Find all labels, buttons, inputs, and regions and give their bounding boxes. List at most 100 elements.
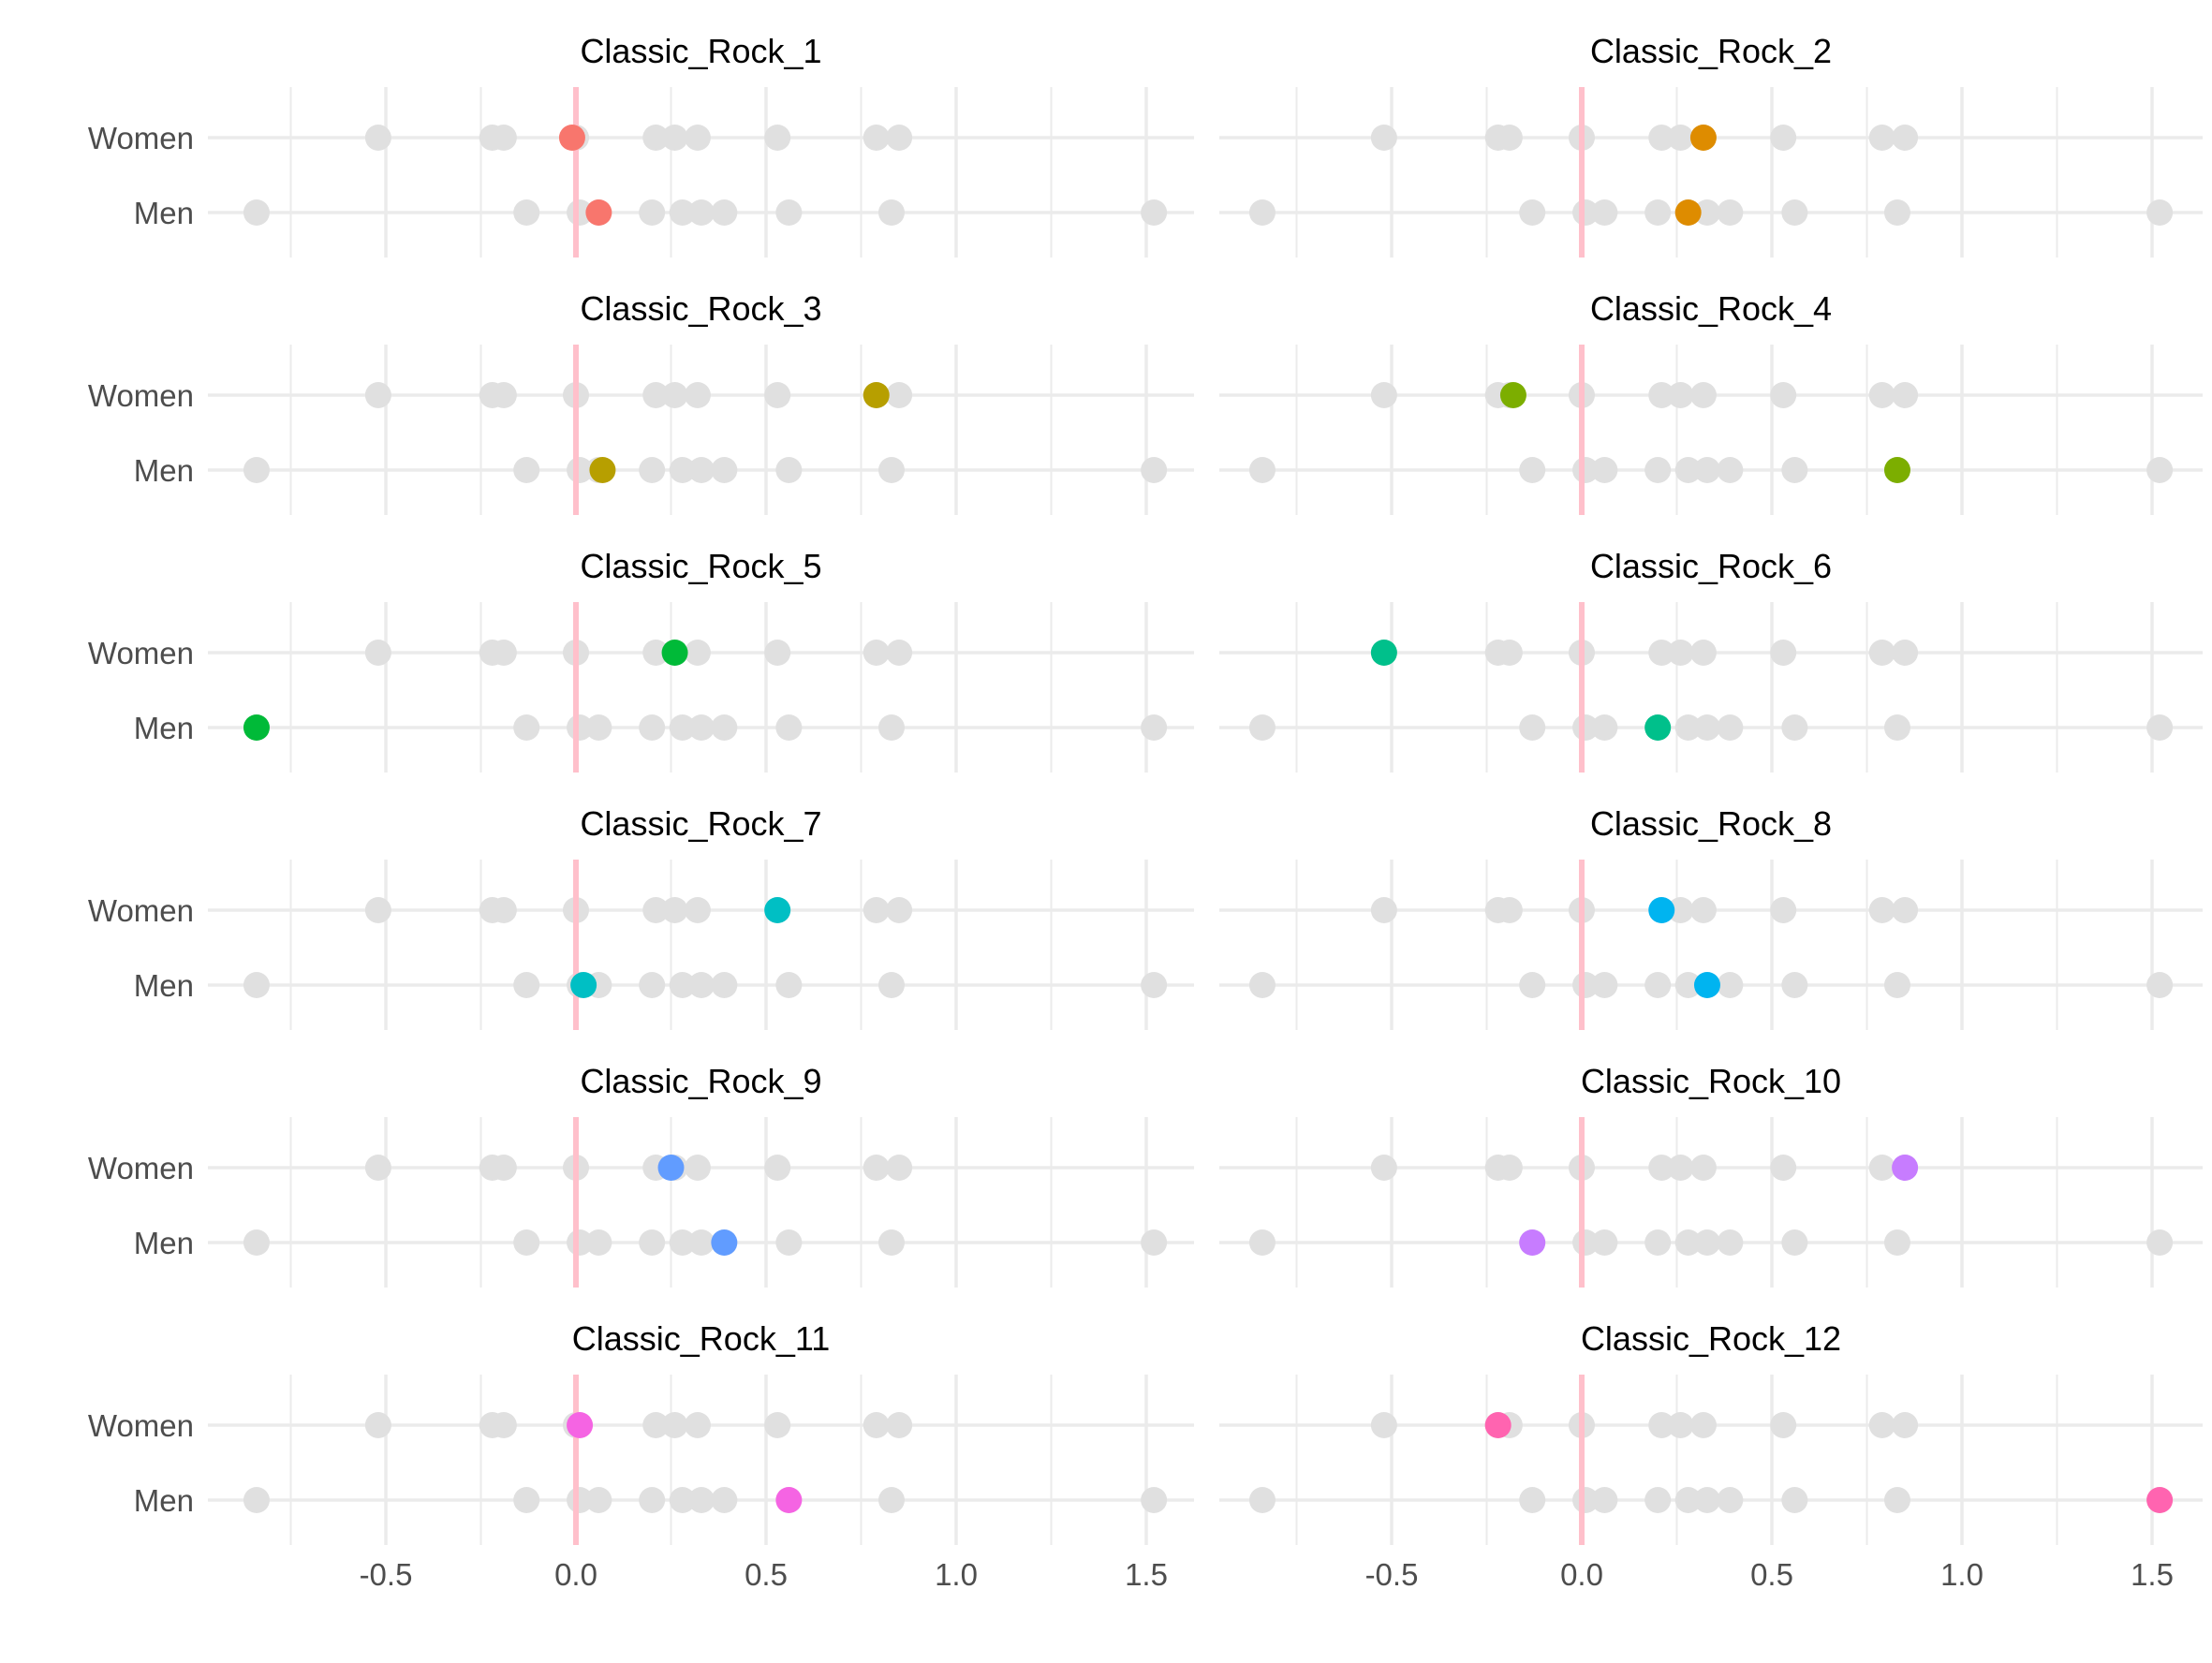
background-point	[1370, 1155, 1397, 1181]
background-point	[1141, 972, 1168, 998]
background-point	[642, 1412, 670, 1438]
background-point	[1141, 714, 1168, 741]
panel-3: Classic_Rock_3 Women Men	[88, 289, 1194, 515]
background-point	[711, 199, 738, 226]
background-point	[1248, 1229, 1276, 1256]
background-point	[642, 640, 670, 666]
row-label-women: Women	[88, 893, 194, 928]
background-point	[1591, 714, 1618, 741]
background-point	[661, 1412, 688, 1438]
background-point	[1693, 199, 1720, 226]
background-point	[886, 382, 913, 408]
background-point	[863, 1155, 890, 1181]
background-point	[661, 382, 688, 408]
highlight-point-women	[657, 1155, 685, 1181]
background-point	[877, 1229, 905, 1256]
background-point	[877, 457, 905, 483]
background-point	[1644, 1229, 1672, 1256]
background-point	[1667, 382, 1694, 408]
background-point	[243, 1229, 270, 1256]
background-point	[1519, 714, 1546, 741]
background-point	[1770, 1155, 1797, 1181]
background-point	[1648, 1412, 1675, 1438]
background-point	[1674, 1229, 1702, 1256]
highlight-point-women	[764, 897, 791, 923]
row-label-men: Men	[134, 453, 194, 488]
panel-1: Classic_Rock_1 Women Men	[88, 32, 1194, 258]
highlight-point-men	[1674, 199, 1702, 226]
background-point	[775, 199, 803, 226]
background-point	[1644, 1487, 1672, 1513]
background-point	[243, 1487, 270, 1513]
x-tick-label: 0.5	[745, 1557, 788, 1592]
background-point	[877, 972, 905, 998]
background-point	[684, 382, 711, 408]
background-point	[1648, 1155, 1675, 1181]
background-point	[513, 1487, 540, 1513]
background-point	[1781, 1487, 1808, 1513]
background-point	[639, 457, 666, 483]
row-label-men: Men	[134, 1483, 194, 1518]
background-point	[1519, 457, 1546, 483]
background-point	[1892, 1412, 1919, 1438]
background-point	[1644, 972, 1672, 998]
background-point	[2146, 457, 2174, 483]
background-point	[863, 897, 890, 923]
panel-title: Classic_Rock_12	[1581, 1319, 1841, 1358]
background-point	[711, 457, 738, 483]
background-point	[1644, 457, 1672, 483]
background-point	[1770, 640, 1797, 666]
highlight-point-women	[1499, 382, 1526, 408]
background-point	[1770, 382, 1797, 408]
background-point	[1770, 125, 1797, 151]
background-point	[364, 897, 391, 923]
background-point	[1689, 1155, 1717, 1181]
highlight-point-men	[1693, 972, 1720, 998]
row-label-men: Men	[134, 1226, 194, 1260]
background-point	[1591, 457, 1618, 483]
background-point	[669, 199, 696, 226]
panel-title: Classic_Rock_4	[1590, 289, 1832, 328]
background-point	[764, 640, 791, 666]
background-point	[669, 457, 696, 483]
x-tick-label: 1.5	[2131, 1557, 2174, 1592]
background-point	[1370, 1412, 1397, 1438]
background-point	[1591, 1229, 1618, 1256]
background-point	[1141, 199, 1168, 226]
background-point	[863, 125, 890, 151]
background-point	[1883, 1229, 1910, 1256]
background-point	[585, 1229, 612, 1256]
background-point	[764, 125, 791, 151]
background-point	[1248, 714, 1276, 741]
background-point	[1717, 1229, 1744, 1256]
background-point	[1868, 897, 1895, 923]
row-label-men: Men	[134, 196, 194, 230]
background-point	[1693, 457, 1720, 483]
highlight-point-men	[2146, 1487, 2174, 1513]
background-point	[1689, 382, 1717, 408]
background-point	[1519, 972, 1546, 998]
background-point	[642, 125, 670, 151]
background-point	[490, 1155, 517, 1181]
background-point	[364, 382, 391, 408]
background-point	[661, 125, 688, 151]
background-point	[585, 1487, 612, 1513]
row-label-women: Women	[88, 1151, 194, 1185]
background-point	[1667, 125, 1694, 151]
background-point	[775, 972, 803, 998]
background-point	[1883, 714, 1910, 741]
background-point	[1248, 457, 1276, 483]
background-point	[1674, 714, 1702, 741]
background-point	[1868, 125, 1895, 151]
background-point	[1496, 640, 1523, 666]
background-point	[669, 1487, 696, 1513]
background-point	[1868, 382, 1895, 408]
row-label-women: Women	[88, 636, 194, 670]
background-point	[1248, 972, 1276, 998]
panel-title: Classic_Rock_11	[572, 1319, 830, 1358]
panel-title: Classic_Rock_8	[1590, 804, 1832, 843]
background-point	[775, 714, 803, 741]
background-point	[1648, 382, 1675, 408]
background-point	[642, 897, 670, 923]
